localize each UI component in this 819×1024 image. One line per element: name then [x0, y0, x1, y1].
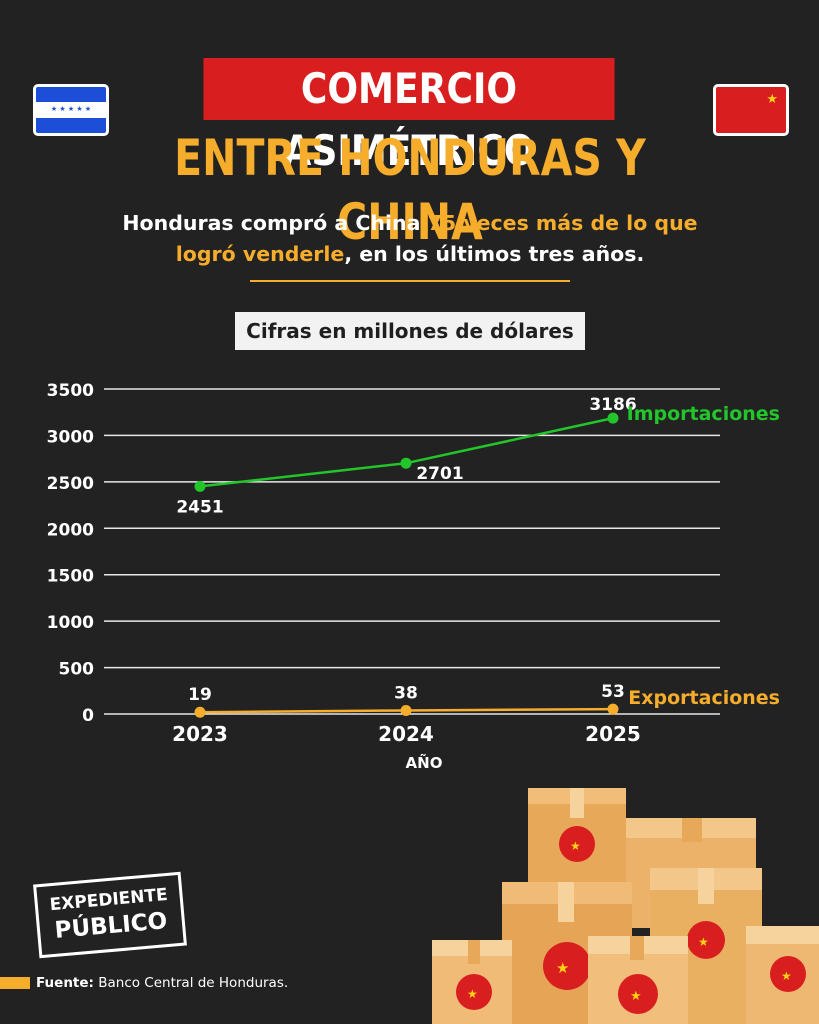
- data-point-exportaciones-2025: [607, 703, 619, 715]
- svg-text:★: ★: [467, 987, 478, 1001]
- subtitle-highlight: 75 veces más de lo que logró venderle: [175, 211, 698, 266]
- y-tick-label-1500: 1500: [47, 567, 94, 587]
- data-label-exportaciones-2024: 38: [394, 683, 418, 703]
- data-point-importaciones-2024: [400, 457, 412, 469]
- subtitle: Honduras compró a China 75 veces más de …: [120, 208, 700, 270]
- subtitle-part-1: Honduras compró a China: [122, 211, 428, 235]
- svg-text:★: ★: [698, 935, 709, 949]
- title-line-1: COMERCIO ASIMÉTRICO: [203, 58, 615, 175]
- data-label-exportaciones-2023: 19: [188, 685, 212, 705]
- source-bar: [0, 977, 30, 989]
- data-point-exportaciones-2024: [400, 704, 412, 716]
- x-tick-label-2023: 2023: [172, 722, 228, 746]
- svg-text:★: ★: [630, 989, 642, 1004]
- data-label-importaciones-2024: 2701: [416, 464, 463, 484]
- svg-text:★: ★: [556, 959, 569, 977]
- data-point-importaciones-2023: [194, 480, 206, 492]
- legend-label-exportaciones: Exportaciones: [628, 687, 780, 709]
- data-label-importaciones-2025: 3186: [589, 395, 636, 415]
- cardboard-box-icon: ★ ★ ★ ★ ★ ★: [432, 788, 819, 1024]
- y-tick-label-1000: 1000: [47, 613, 94, 633]
- y-tick-label-0: 0: [82, 706, 94, 726]
- x-tick-label-2024: 2024: [378, 722, 434, 746]
- x-axis-label: AÑO: [406, 753, 443, 772]
- honduras-flag-icon: ★ ★ ★ ★ ★: [33, 84, 109, 136]
- svg-text:★: ★: [570, 839, 581, 853]
- y-tick-label-500: 500: [59, 660, 95, 680]
- subtitle-part-2: , en los últimos tres años.: [344, 242, 645, 266]
- y-tick-label-2000: 2000: [47, 520, 94, 540]
- y-tick-label-2500: 2500: [47, 474, 94, 494]
- source-text: Banco Central de Honduras.: [93, 975, 289, 991]
- y-tick-label-3500: 3500: [47, 381, 94, 401]
- trade-line-chart: 0 500 1000 1500 2000 2500 3000 3500 2023 2024 2025…: [47, 381, 780, 772]
- x-tick-label-2025: 2025: [585, 722, 641, 746]
- china-flag-icon: ★: [713, 84, 789, 136]
- source-label: Fuente:: [36, 975, 94, 991]
- expediente-publico-logo: EXPEDIENTE PÚBLICO: [33, 871, 187, 959]
- y-tick-label-3000: 3000: [47, 427, 94, 447]
- data-label-exportaciones-2025: 53: [601, 682, 625, 702]
- subtitle-divider: [250, 280, 570, 282]
- source-note: Fuente: Banco Central de Honduras.: [36, 974, 288, 992]
- legend-label-importaciones: Importaciones: [627, 403, 780, 425]
- title-line-2: ENTRE HONDURAS Y CHINA: [174, 129, 646, 251]
- data-point-importaciones-2025: [607, 412, 619, 424]
- series-line-importaciones: [199, 416, 614, 488]
- units-label: Cifras en millones de dólares: [235, 312, 585, 350]
- data-label-importaciones-2023: 2451: [176, 497, 223, 517]
- data-point-exportaciones-2023: [194, 706, 206, 718]
- svg-text:★: ★: [781, 969, 792, 983]
